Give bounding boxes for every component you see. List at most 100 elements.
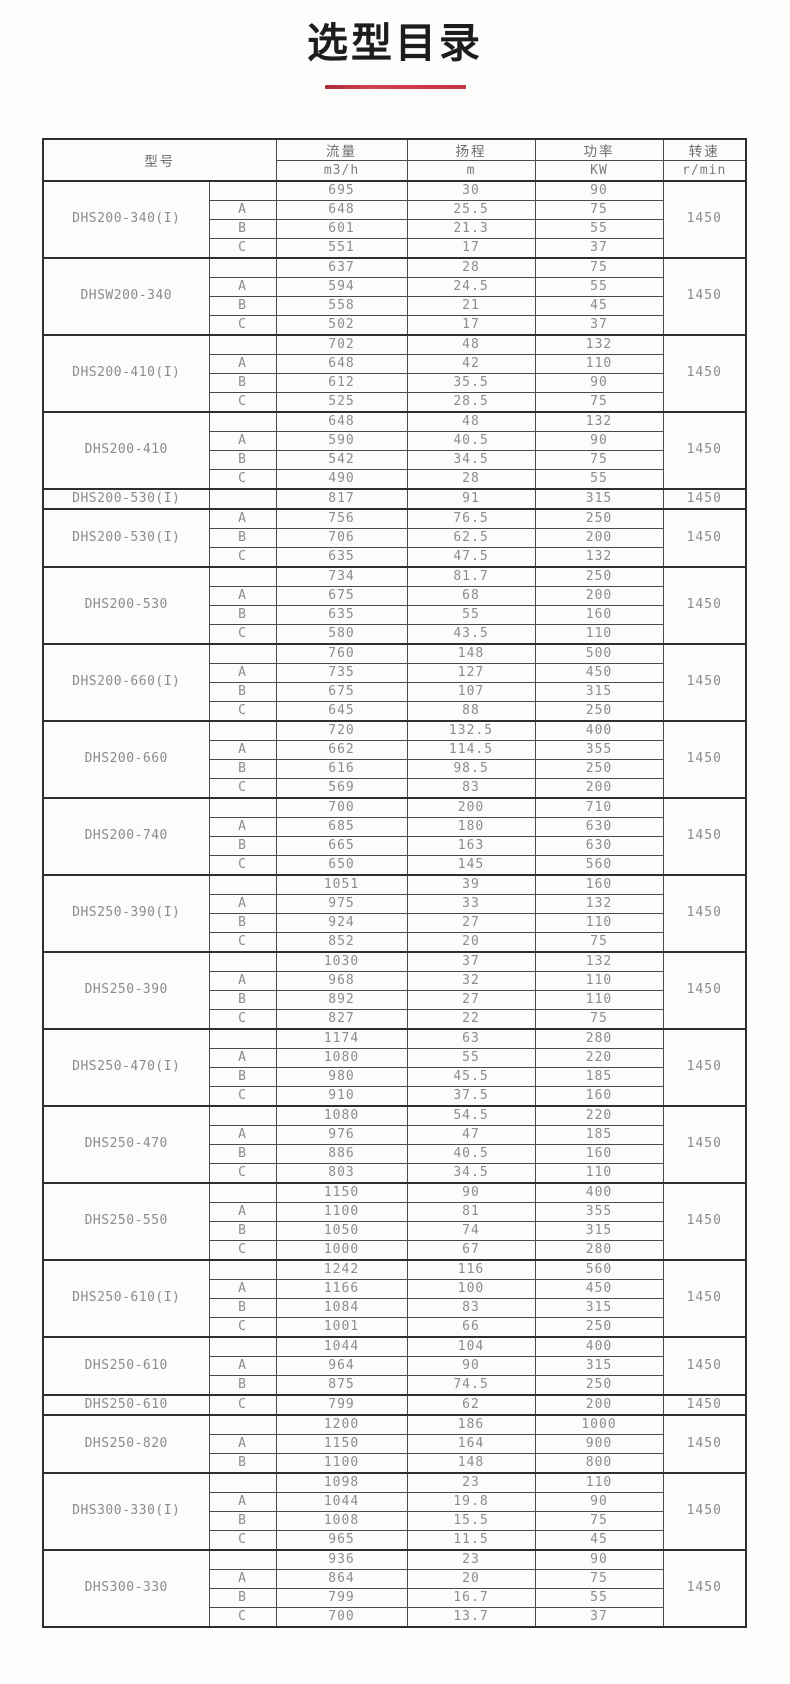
head-value-cell: 114.5 (406, 739, 536, 760)
speed-cell: 1450 (662, 1471, 747, 1550)
col-unit-flow: m3/h (275, 160, 408, 181)
letter-cell (208, 1471, 277, 1493)
head-value-cell: 23 (406, 1471, 536, 1493)
table-row: DHS200-740 700 200 710 1450 (42, 796, 747, 875)
head-value-cell: 30 (406, 179, 536, 201)
power-value-cell: 75 (534, 199, 664, 220)
table-row: C 910 37.5 160 (43, 1085, 746, 1106)
flow-value-cell: 645 (275, 700, 408, 721)
head-value-cell: 39 (406, 873, 536, 895)
table-row: DHS250-470 1080 54.5 220 1450 (42, 1104, 747, 1183)
pump-selection-table: 型号 流量 扬程 功率 转速 m3/h m KW r/min DHS200-34… (42, 138, 747, 1628)
head-value-cell: 37 (406, 950, 536, 972)
power-value-cell: 560 (534, 854, 664, 875)
head-value-cell: 66 (406, 1316, 536, 1337)
table-row: A 864 20 75 (43, 1568, 746, 1589)
power-value-cell: 110 (534, 353, 664, 374)
head-value-cell: 33 (406, 893, 536, 914)
speed-cell: 1450 (662, 333, 747, 412)
model-cell: DHS250-390(I) (42, 873, 210, 952)
model-cell: DHS300-330(I) (42, 1471, 210, 1550)
flow-value-cell: 665 (275, 835, 408, 856)
flow-value-cell: 590 (275, 430, 408, 451)
flow-value-cell: 706 (275, 527, 408, 548)
power-value-cell: 630 (534, 835, 664, 856)
col-unit-power: KW (534, 160, 664, 181)
power-value-cell: 132 (534, 546, 664, 567)
speed-cell: 1450 (662, 256, 747, 335)
letter-cell: B (208, 1587, 277, 1608)
power-value-cell: 90 (534, 372, 664, 393)
flow-value-cell: 1084 (275, 1297, 408, 1318)
table-row: C 650 145 560 (43, 854, 746, 875)
letter-cell: A (208, 585, 277, 606)
head-value-cell: 40.5 (406, 430, 536, 451)
speed-cell: 1450 (662, 796, 747, 875)
table-row: B 924 27 110 (43, 912, 746, 933)
letter-cell: C (208, 1162, 277, 1183)
head-value-cell: 163 (406, 835, 536, 856)
power-value-cell: 110 (534, 1162, 664, 1183)
head-value-cell: 45.5 (406, 1066, 536, 1087)
flow-value-cell: 558 (275, 295, 408, 316)
model-cell: DHS200-340(I) (42, 179, 210, 258)
power-value-cell: 75 (534, 256, 664, 278)
letter-cell: B (208, 1297, 277, 1318)
letter-cell: C (208, 1239, 277, 1260)
header-row-labels: 型号 流量 扬程 功率 转速 (42, 138, 747, 181)
power-value-cell: 90 (534, 179, 664, 201)
flow-value-cell: 975 (275, 893, 408, 914)
table-row: DHS250-550 1150 90 400 1450 (42, 1181, 747, 1260)
flow-value-cell: 760 (275, 642, 408, 664)
power-value-cell: 220 (534, 1104, 664, 1126)
col-header-speed: 转速 (662, 138, 747, 161)
model-cell: DHS250-610 (42, 1393, 210, 1415)
power-value-cell: 250 (534, 758, 664, 779)
flow-value-cell: 864 (275, 1568, 408, 1589)
flow-value-cell: 1174 (275, 1027, 408, 1049)
model-cell: DHSW200-340 (42, 256, 210, 335)
table-row: A 662 114.5 355 (43, 739, 746, 760)
power-value-cell: 200 (534, 1393, 664, 1415)
letter-cell: B (208, 835, 277, 856)
letter-cell: A (208, 1433, 277, 1454)
letter-cell (208, 1413, 277, 1435)
col-header-model: 型号 (42, 138, 277, 181)
table-row: A 964 90 315 (43, 1355, 746, 1376)
model-cell: DHS250-820 (42, 1413, 210, 1473)
letter-cell: C (208, 1393, 277, 1415)
flow-value-cell: 1080 (275, 1047, 408, 1068)
flow-value-cell: 968 (275, 970, 408, 991)
power-value-cell: 355 (534, 739, 664, 760)
letter-cell: A (208, 353, 277, 374)
flow-value-cell: 637 (275, 256, 408, 278)
power-value-cell: 1000 (534, 1413, 664, 1435)
power-value-cell: 200 (534, 527, 664, 548)
power-value-cell: 75 (534, 1008, 664, 1029)
head-value-cell: 48 (406, 333, 536, 355)
flow-value-cell: 648 (275, 353, 408, 374)
letter-cell (208, 179, 277, 201)
model-cell: DHS200-530(I) (42, 507, 210, 567)
table-row: B 1084 83 315 (43, 1297, 746, 1318)
head-value-cell: 68 (406, 585, 536, 606)
flow-value-cell: 569 (275, 777, 408, 798)
table-row: A 1166 100 450 (43, 1278, 746, 1299)
flow-value-cell: 875 (275, 1374, 408, 1395)
table-row: DHS200-530 734 81.7 250 1450 (42, 565, 747, 644)
flow-value-cell: 685 (275, 816, 408, 837)
letter-cell (208, 719, 277, 741)
title-underline-bar (324, 85, 466, 89)
table-row: DHS200-530(I) 817 91 315 1450 (42, 487, 747, 509)
flow-value-cell: 1166 (275, 1278, 408, 1299)
head-value-cell: 55 (406, 604, 536, 625)
speed-cell: 1450 (662, 565, 747, 644)
letter-cell: C (208, 1085, 277, 1106)
table-row: B 886 40.5 160 (43, 1143, 746, 1164)
model-cell: DHS200-530 (42, 565, 210, 644)
model-cell: DHS250-470 (42, 1104, 210, 1183)
letter-cell: B (208, 912, 277, 933)
power-value-cell: 160 (534, 1143, 664, 1164)
power-value-cell: 45 (534, 295, 664, 316)
head-value-cell: 148 (406, 1452, 536, 1473)
